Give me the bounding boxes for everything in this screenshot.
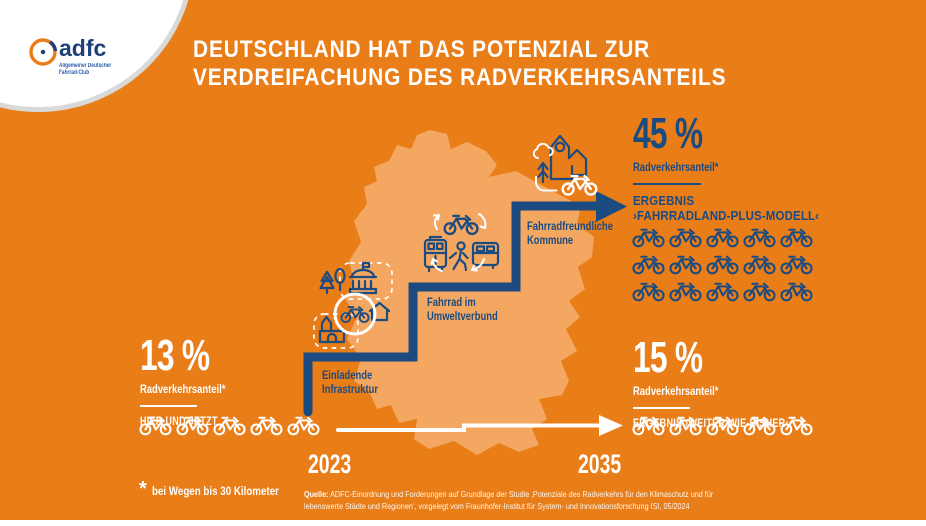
- bike-icon: [743, 228, 776, 248]
- bike-icon: [287, 416, 320, 436]
- page-title: DEUTSCHLAND HAT DAS POTENZIAL ZUR VERDRE…: [193, 36, 726, 92]
- stat-now-label: Radverkehrsanteil*: [140, 384, 226, 396]
- village-infrastructure-icons: [313, 261, 393, 349]
- path-curve-icon: [535, 176, 558, 192]
- step-label-line: Umweltverbund: [427, 311, 498, 323]
- step-label-line: Infrastruktur: [322, 384, 379, 396]
- bike-icon: [743, 416, 776, 436]
- tree-icon: [319, 267, 346, 295]
- step-label-line: Fahrradfreundliche: [527, 221, 613, 233]
- bike-icon: [250, 416, 283, 436]
- bike-icon: [706, 255, 739, 275]
- bike-icon: [632, 255, 665, 275]
- bike-pictogram-row-base: [632, 413, 813, 436]
- pedestrian-icon: [448, 241, 469, 272]
- bike-transit-cycle-icons: [423, 213, 500, 273]
- source-note: Quelle: ADFC-Einordnung und Forderungen …: [304, 489, 721, 512]
- bike-icon: [669, 282, 702, 302]
- church-icon: [318, 315, 346, 344]
- stat-plus-caption-line2: ›FAHRRADLAND-PLUS-MODELL‹: [633, 207, 820, 223]
- source-label: Quelle:: [304, 489, 329, 499]
- logo-text: adfc Allgemeiner Deutscher Fahrrad-Club: [59, 37, 124, 77]
- bike-icon: [176, 416, 209, 436]
- adfc-wheel-icon: [29, 38, 58, 66]
- cycle-arrows-icon: [430, 213, 487, 272]
- highlight-circle: [333, 292, 377, 336]
- step-label-infrastruktur: Einladende Infrastruktur: [322, 369, 378, 397]
- dashed-frame: [339, 262, 393, 300]
- stat-base-block: 15 % Radverkehrsanteil* ERGEBNIS ›WEITER…: [633, 336, 833, 432]
- title-line1: DEUTSCHLAND HAT DAS POTENZIAL ZUR: [193, 36, 651, 63]
- divider: [633, 182, 701, 185]
- step-label-umweltverbund: Fahrrad im Umweltverbund: [427, 296, 498, 324]
- source-text: ADFC-Einordnung und Forderungen auf Grun…: [304, 489, 714, 511]
- stat-plus-caption-line1: ERGEBNIS: [633, 192, 695, 208]
- bike-icon: [669, 416, 702, 436]
- bike-icon: [706, 282, 739, 302]
- bike-icon: [706, 416, 739, 436]
- bike-icon: [780, 416, 813, 436]
- divider: [633, 406, 690, 409]
- stat-now-block: 13 % Radverkehrsanteil* HIER UND JETZT: [140, 334, 244, 430]
- bike-pictogram-row-now: [139, 413, 320, 436]
- step-label-line: Einladende: [322, 370, 373, 382]
- logo-brand: adfc: [59, 35, 107, 61]
- stat-plus-label: Radverkehrsanteil*: [633, 162, 719, 174]
- town-hall-icon: [348, 261, 378, 295]
- bike-icon: [743, 282, 776, 302]
- timeline-arrow: [336, 415, 623, 436]
- bike-icon: [213, 416, 246, 436]
- step-label-kommune: Fahrradfreundliche Kommune: [527, 220, 613, 248]
- bottom-white-strip: [0, 520, 926, 526]
- growth-tree-icon: [537, 161, 549, 184]
- bike-icon: [780, 255, 813, 275]
- bike-icon: [743, 255, 776, 275]
- cloud-icon: [532, 142, 554, 159]
- bike-icon: [669, 228, 702, 248]
- bike-icon: [780, 282, 813, 302]
- location-pin-icon: [554, 141, 566, 153]
- germany-map-silhouette: [345, 130, 594, 455]
- bike-icon: [632, 416, 665, 436]
- stat-base-label: Radverkehrsanteil*: [633, 386, 719, 398]
- footnote-text: bei Wegen bis 30 Kilometer: [151, 486, 279, 498]
- step-label-line: Kommune: [527, 235, 574, 247]
- stat-plus-block: 45 % Radverkehrsanteil* ERGEBNIS ›FAHRRA…: [633, 112, 845, 223]
- bike-friendly-town-icons: [532, 134, 598, 196]
- timeline-start-year: 2023: [308, 449, 352, 479]
- bike-icon: [669, 255, 702, 275]
- divider: [140, 404, 197, 407]
- stairs-arrow-head: [596, 191, 627, 222]
- asterisk-mark: *: [139, 478, 147, 500]
- footnote: * bei Wegen bis 30 Kilometer: [139, 479, 301, 499]
- timeline-end-year: 2035: [578, 449, 622, 479]
- stairs-path: [303, 201, 604, 417]
- city-houses-icon: [549, 134, 588, 181]
- bike-icon: [632, 282, 665, 302]
- bike-icon: [632, 228, 665, 248]
- bike-pictogram-grid-plus: [632, 225, 822, 302]
- logo-subtitle-line1: Allgemeiner Deutscher: [59, 63, 112, 69]
- title-line2: VERDREIFACHUNG DES RADVERKEHRSANTEILS: [193, 64, 727, 91]
- step-label-line: Fahrrad im: [427, 297, 476, 309]
- stat-now-value: 13 %: [140, 331, 210, 380]
- bike-icon: [780, 228, 813, 248]
- stat-base-value: 15 %: [633, 333, 703, 382]
- logo-subtitle-line2: Fahrrad-Club: [59, 70, 90, 76]
- bike-icon: [706, 228, 739, 248]
- bike-icon: [139, 416, 172, 436]
- stat-plus-value: 45 %: [633, 109, 703, 158]
